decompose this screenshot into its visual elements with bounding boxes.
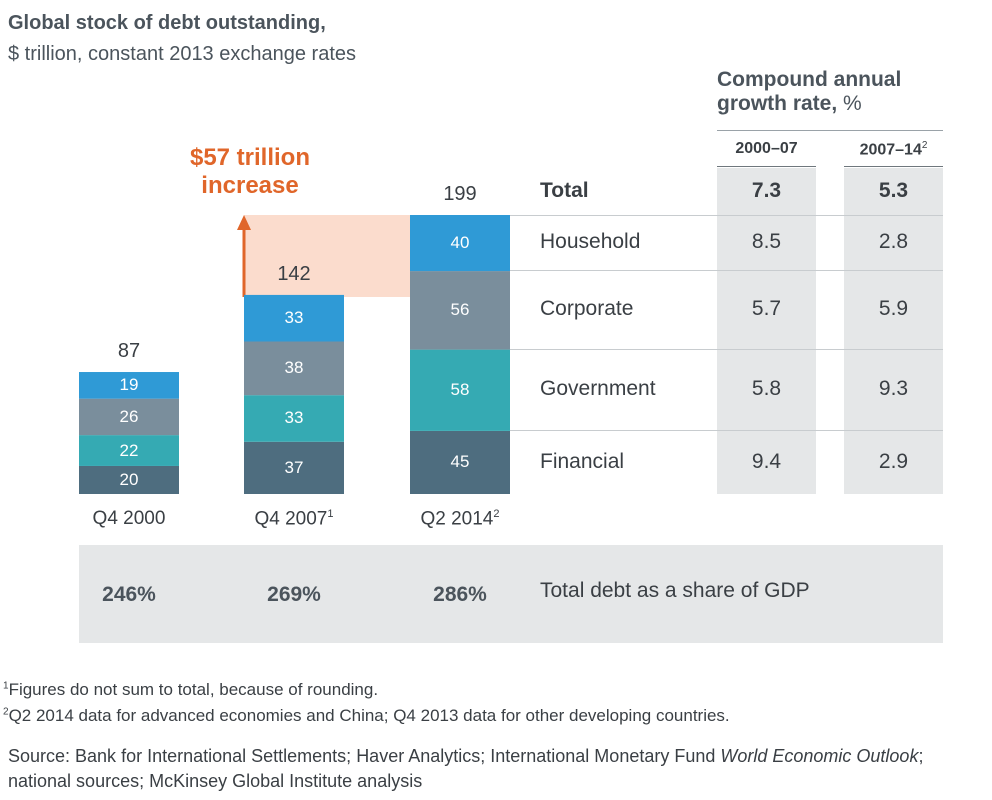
bar-total-label-1: 142 bbox=[277, 262, 311, 285]
chart-title: Global stock of debt outstanding, bbox=[8, 12, 326, 34]
bar-value-label-household-2: 40 bbox=[450, 233, 470, 253]
bar-segment-household-1 bbox=[244, 294, 344, 342]
row-corporate-label: Corporate bbox=[540, 297, 634, 320]
source-note: Source: Bank for International Settlemen… bbox=[8, 744, 978, 794]
bar-value-label-household-0: 19 bbox=[119, 375, 139, 395]
x-tick-text-0: Q4 2000 bbox=[92, 508, 166, 529]
cagr-heading-unit: % bbox=[843, 92, 862, 115]
cagr-heading-line2-wrap: growth rate, % bbox=[717, 92, 957, 116]
bar-value-label-corporate-2: 56 bbox=[450, 300, 470, 320]
cagr-heading-line2: growth rate, bbox=[717, 92, 838, 115]
x-tick-label-0: Q4 2000 bbox=[69, 508, 189, 530]
gdp-share-2000: 246% bbox=[102, 583, 156, 606]
source-italic: World Economic Outlook bbox=[720, 746, 919, 766]
table-separator-top bbox=[510, 215, 943, 216]
cagr-col2-underline bbox=[844, 166, 943, 167]
bar-segment-government-0 bbox=[79, 435, 179, 466]
bar-segment-financial-0 bbox=[79, 465, 179, 494]
row-financial-v2: 2.9 bbox=[878, 450, 909, 473]
bar-value-label-corporate-1: 38 bbox=[284, 358, 304, 378]
table-separator-3 bbox=[510, 430, 943, 431]
x-tick-sup-1: 1 bbox=[327, 508, 334, 520]
cagr-column-1-bg bbox=[717, 168, 816, 494]
bar-value-label-financial-0: 20 bbox=[119, 469, 139, 489]
row-government-label: Government bbox=[540, 377, 656, 400]
source-prefix: Source: Bank for International Settlemen… bbox=[8, 746, 721, 766]
row-government-v2: 9.3 bbox=[878, 377, 909, 400]
cagr-column-1-header: 2000–07 bbox=[717, 140, 816, 158]
table-separator-2 bbox=[510, 349, 943, 350]
x-tick-label-1: Q4 20071 bbox=[234, 508, 354, 530]
increase-line2: increase bbox=[201, 172, 299, 199]
bar-value-label-government-0: 22 bbox=[119, 440, 139, 460]
bar-value-label-corporate-0: 26 bbox=[119, 406, 139, 426]
cagr-column-2-header: 2007–142 bbox=[844, 140, 943, 159]
gdp-share-2014: 286% bbox=[433, 583, 487, 606]
footnote-1: 1Figures do not sum to total, because of… bbox=[3, 680, 378, 700]
x-tick-label-2: Q2 20142 bbox=[400, 508, 520, 530]
row-government-v1: 5.8 bbox=[751, 377, 782, 400]
increase-band bbox=[244, 215, 410, 297]
cagr-column-1-label: 2000–07 bbox=[735, 140, 798, 157]
increase-arrow-head bbox=[237, 215, 251, 230]
bar-value-label-government-1: 33 bbox=[284, 408, 304, 428]
bar-segment-corporate-0 bbox=[79, 398, 179, 436]
footnote-1-text: Figures do not sum to total, because of … bbox=[8, 680, 379, 699]
row-financial-v1: 9.4 bbox=[751, 450, 782, 473]
bar-segment-corporate-1 bbox=[244, 341, 344, 396]
cagr-column-2-sup: 2 bbox=[921, 140, 928, 151]
gdp-share-label: Total debt as a share of GDP bbox=[540, 579, 810, 602]
bar-segment-household-0 bbox=[79, 372, 179, 399]
cagr-col1-underline bbox=[717, 166, 816, 167]
cagr-column-2-bg bbox=[844, 168, 943, 494]
cagr-column-2-label: 2007–14 bbox=[859, 141, 922, 159]
bar-total-label-0: 87 bbox=[117, 340, 141, 363]
row-total-v1: 7.3 bbox=[751, 179, 782, 202]
x-tick-text-2: Q2 2014 bbox=[420, 508, 494, 530]
bar-value-label-financial-2: 45 bbox=[450, 452, 470, 472]
row-total-v2: 5.3 bbox=[878, 179, 909, 202]
row-financial-label: Financial bbox=[540, 450, 625, 473]
bar-total-label-2: 199 bbox=[443, 183, 477, 205]
x-tick-sup-2: 2 bbox=[493, 508, 500, 520]
footnote-2: 2Q2 2014 data for advanced economies and… bbox=[3, 706, 730, 726]
bar-segment-corporate-2 bbox=[410, 271, 510, 350]
increase-line1: $57 trillion bbox=[189, 144, 311, 171]
footnote-2-sup: 2 bbox=[3, 706, 9, 718]
row-total-label: Total bbox=[540, 179, 589, 202]
cagr-heading: Compound annual growth rate, % bbox=[717, 68, 957, 116]
bar-segment-household-2 bbox=[410, 215, 510, 272]
table-separator-1 bbox=[510, 270, 943, 271]
x-tick-text-1: Q4 2007 bbox=[254, 508, 328, 530]
gdp-share-panel bbox=[79, 545, 943, 643]
bar-segment-government-1 bbox=[244, 395, 344, 442]
bar-segment-financial-1 bbox=[244, 441, 344, 494]
row-corporate-v1: 5.7 bbox=[751, 297, 782, 320]
row-household-v1: 8.5 bbox=[751, 230, 782, 253]
chart-subtitle: $ trillion, constant 2013 exchange rates bbox=[8, 43, 356, 65]
bar-segment-government-2 bbox=[410, 349, 510, 431]
source-suffix: ; national sources; McKinsey Global Inst… bbox=[8, 746, 924, 791]
cagr-heading-line1: Compound annual bbox=[717, 68, 902, 91]
bar-value-label-government-2: 58 bbox=[450, 380, 470, 400]
footnote-1-sup: 1 bbox=[3, 680, 9, 692]
row-household-label: Household bbox=[540, 230, 641, 253]
gdp-share-2007: 269% bbox=[267, 583, 321, 606]
bar-value-label-household-1: 33 bbox=[284, 308, 304, 328]
cagr-heading-rule bbox=[717, 130, 943, 131]
bar-segment-financial-2 bbox=[410, 430, 510, 494]
footnote-2-text: Q2 2014 data for advanced economies and … bbox=[8, 706, 730, 725]
bars-layer bbox=[79, 215, 510, 494]
increase-annotation: $57 trillion increase bbox=[170, 144, 330, 200]
row-household-v2: 2.8 bbox=[878, 230, 909, 253]
bar-value-label-financial-1: 37 bbox=[284, 457, 304, 477]
row-corporate-v2: 5.9 bbox=[878, 297, 909, 320]
